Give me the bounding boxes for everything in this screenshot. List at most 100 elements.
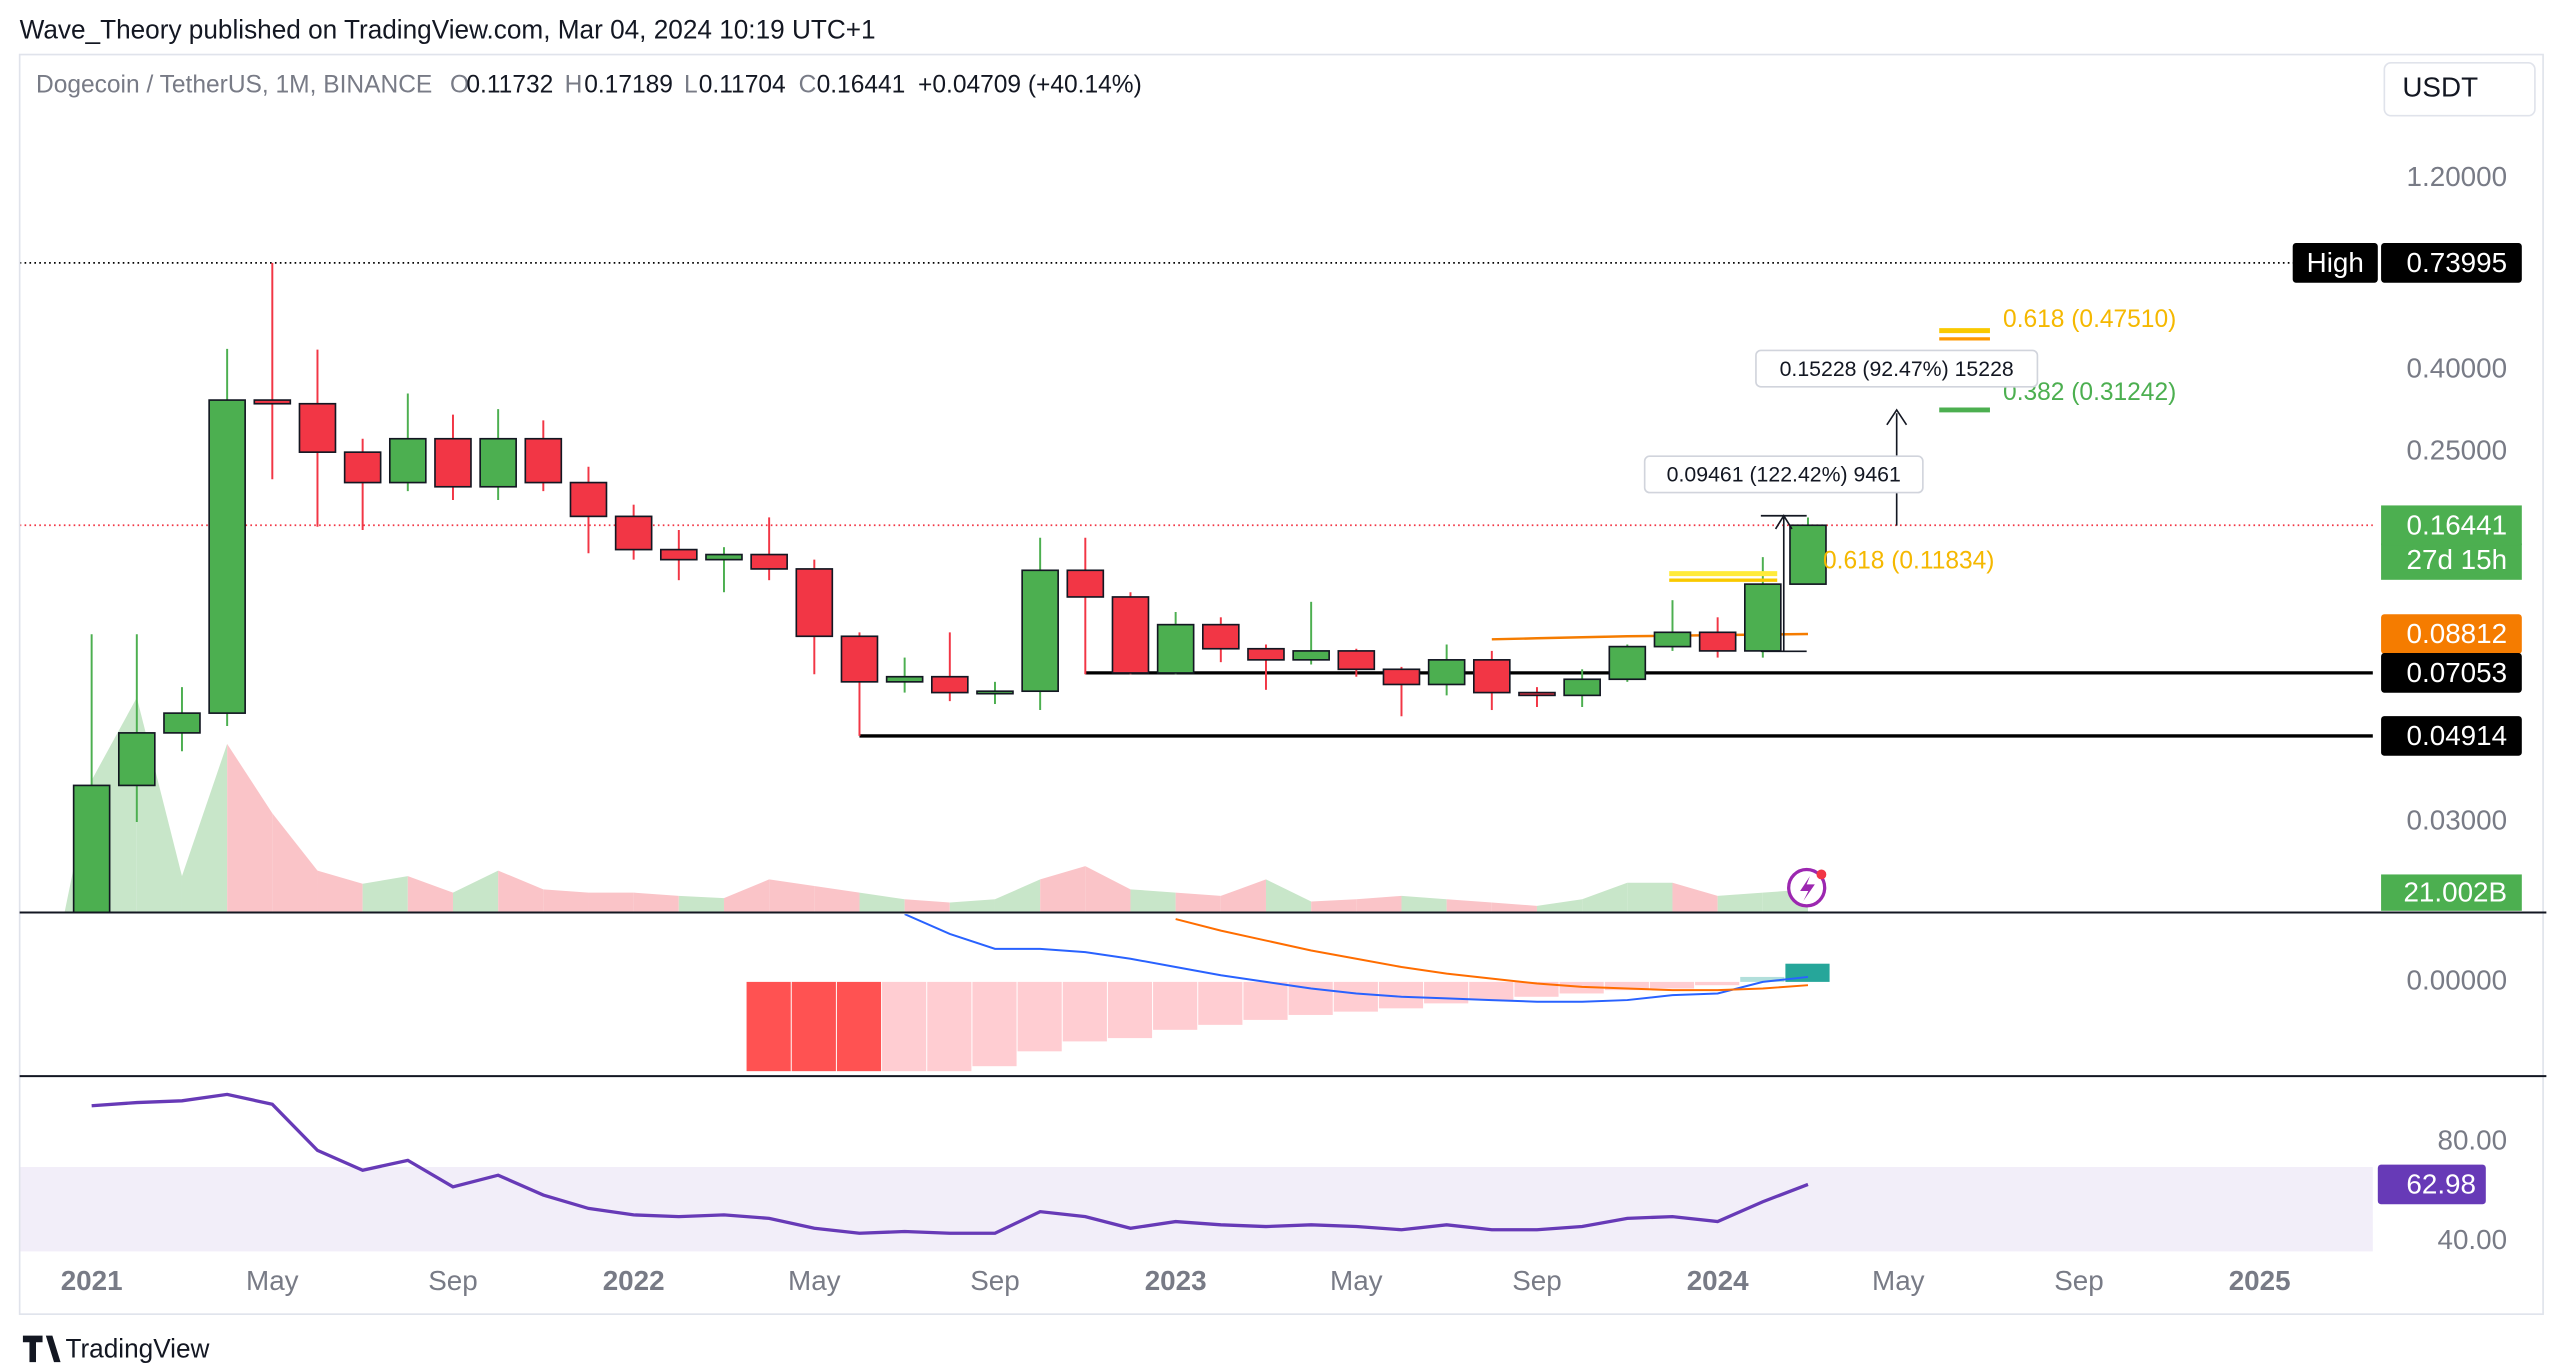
candle-body (1518, 691, 1556, 697)
footer-brand: TradingView (65, 1333, 210, 1363)
measure-label: 0.15228 (92.47%) 15228 (1780, 357, 2014, 381)
level-tag (2381, 614, 2522, 654)
ohlc-key: L (684, 71, 698, 98)
candle-body (1156, 623, 1195, 674)
candle-body (1021, 569, 1059, 693)
currency-button[interactable] (2383, 61, 2536, 117)
macd-tick-label: 0.00000 (2407, 964, 2508, 995)
volume-area (452, 870, 499, 913)
ohlc-value: 0.16441 (817, 71, 906, 98)
volume-area (1311, 899, 1357, 913)
volume-area (1085, 866, 1131, 913)
macd-histogram (1198, 981, 1243, 1025)
volume-area (1672, 882, 1718, 913)
rsi-tick-label: 40.00 (2437, 1224, 2507, 1255)
level-value: 0.07053 (2407, 657, 2508, 688)
last-price-tag (2381, 505, 2522, 546)
macd-histogram (1514, 981, 1559, 997)
header: Wave_Theory published on TradingView.com… (20, 14, 876, 44)
level-tag (2381, 243, 2522, 283)
macd-histogram (1424, 981, 1469, 1004)
candle-body (72, 784, 111, 913)
candle-body (388, 437, 427, 484)
rsi-pane (19, 1092, 2373, 1252)
volume-area (1582, 882, 1628, 913)
candle-body (1292, 650, 1330, 661)
candle-body (479, 437, 517, 488)
volume-area (588, 892, 634, 913)
macd-histogram (1017, 981, 1062, 1052)
level-tag (2292, 243, 2378, 283)
x-tick-label: Sep (428, 1265, 477, 1296)
macd-histogram (1649, 981, 1695, 989)
macd-pane (746, 914, 1830, 1072)
macd-line (1175, 918, 1809, 992)
rsi-band (19, 1167, 2373, 1252)
macd-histogram (1740, 976, 1785, 982)
candle-body (117, 732, 156, 787)
candle-body (1472, 659, 1511, 694)
x-tick-label: May (1872, 1265, 1925, 1296)
candle-body (1111, 596, 1150, 674)
candle-body (976, 690, 1014, 695)
candle-body (569, 481, 608, 518)
x-tick-label: 2024 (1687, 1265, 1749, 1296)
ohlc-value: 0.17189 (584, 71, 673, 98)
volume-area (1446, 899, 1492, 913)
symbol: Dogecoin / TetherUS, 1M, BINANCE (36, 71, 432, 98)
candle-body (1066, 569, 1105, 598)
candle-body (1247, 647, 1285, 661)
macd-histogram (1695, 981, 1740, 986)
level-value: 0.04914 (2407, 720, 2508, 751)
ohlc-value: 0.11732 (466, 71, 553, 98)
volume-area (949, 899, 995, 913)
fib-label: 0.618 (0.47510) (2003, 306, 2176, 333)
rsi-line (91, 1092, 1809, 1235)
candle-body (1563, 678, 1601, 697)
macd-histogram (1333, 981, 1378, 1012)
macd-histogram (836, 981, 882, 1072)
volume-area (769, 879, 815, 913)
candle-body (163, 712, 201, 734)
last-price: 0.16441 (2407, 509, 2508, 540)
volume-area (1536, 899, 1583, 913)
candle-body (1743, 583, 1782, 652)
volume-area (904, 899, 950, 913)
countdown: 27d 15h (2407, 544, 2508, 575)
x-tick-label: May (788, 1265, 841, 1296)
volume-area (994, 879, 1041, 913)
volume-area (1220, 879, 1266, 913)
x-tick-label: Sep (2054, 1265, 2103, 1296)
candle-body (1337, 650, 1376, 671)
candle-body (434, 437, 472, 488)
macd-histogram (1243, 981, 1288, 1020)
candle-body (1698, 631, 1737, 652)
arrow-head (1886, 408, 1908, 426)
volume-area (272, 813, 318, 913)
macd-histogram (882, 981, 927, 1072)
volume-area (1130, 889, 1176, 913)
candle-body (1789, 524, 1827, 585)
candle-body (885, 675, 924, 683)
macd-histogram (791, 981, 836, 1072)
alert-dot (1816, 869, 1827, 880)
volume-area (814, 886, 860, 913)
volume-area (1401, 895, 1447, 913)
volume-area (859, 892, 905, 913)
volume-area (181, 743, 228, 913)
level-value: 0.73995 (2407, 247, 2508, 278)
measure-label: 0.09461 (122.42%) 9461 (1667, 463, 1901, 487)
volume-area (362, 876, 408, 913)
x-tick-label: 2023 (1145, 1265, 1207, 1296)
candle-body (1382, 668, 1421, 686)
currency[interactable]: USDT (2402, 72, 2478, 103)
x-tick-label: Sep (1512, 1265, 1561, 1296)
x-tick-label: 2025 (2229, 1265, 2291, 1296)
volume-area (633, 892, 679, 913)
volume-tag (2381, 874, 2522, 911)
candle-body (930, 675, 969, 694)
volume-area (723, 879, 770, 913)
ohlc-value: 0.11704 (699, 71, 786, 98)
